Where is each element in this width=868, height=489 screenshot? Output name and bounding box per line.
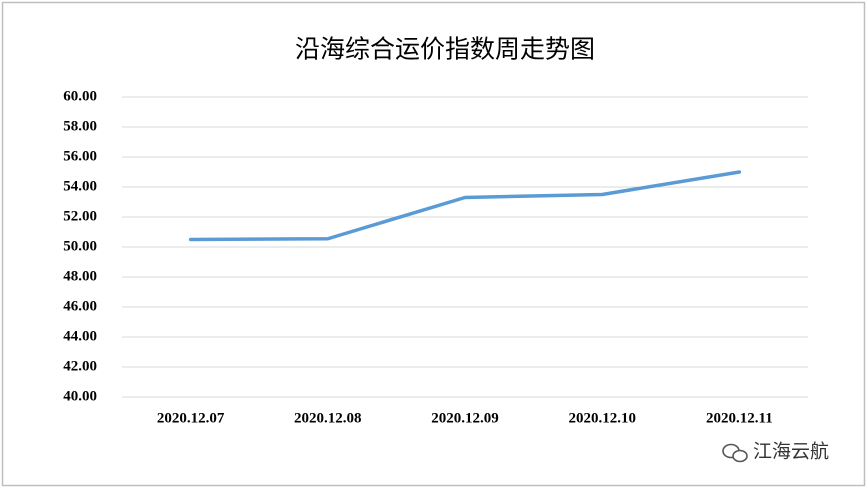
- y-tick-label: 42.00: [63, 358, 97, 374]
- y-tick-label: 60.00: [63, 88, 97, 104]
- y-tick-label: 48.00: [63, 268, 97, 284]
- y-tick-label: 46.00: [63, 298, 97, 314]
- x-tick-label: 2020.12.11: [706, 410, 773, 426]
- x-tick-label: 2020.12.07: [157, 410, 225, 426]
- y-tick-label: 58.00: [63, 118, 97, 134]
- y-tick-label: 50.00: [63, 238, 97, 254]
- y-tick-label: 40.00: [63, 388, 97, 404]
- x-tick-label: 2020.12.08: [294, 410, 362, 426]
- y-tick-label: 54.00: [63, 178, 97, 194]
- x-tick-label: 2020.12.09: [431, 410, 499, 426]
- y-tick-label: 56.00: [63, 148, 97, 164]
- y-tick-label: 44.00: [63, 328, 97, 344]
- chart-title: 沿海综合运价指数周走势图: [295, 36, 595, 64]
- y-tick-label: 52.00: [63, 208, 97, 224]
- watermark-icon: [722, 443, 748, 463]
- line: [188, 170, 742, 242]
- watermark: 江海云航: [753, 441, 829, 463]
- x-tick-label: 2020.12.10: [568, 410, 636, 426]
